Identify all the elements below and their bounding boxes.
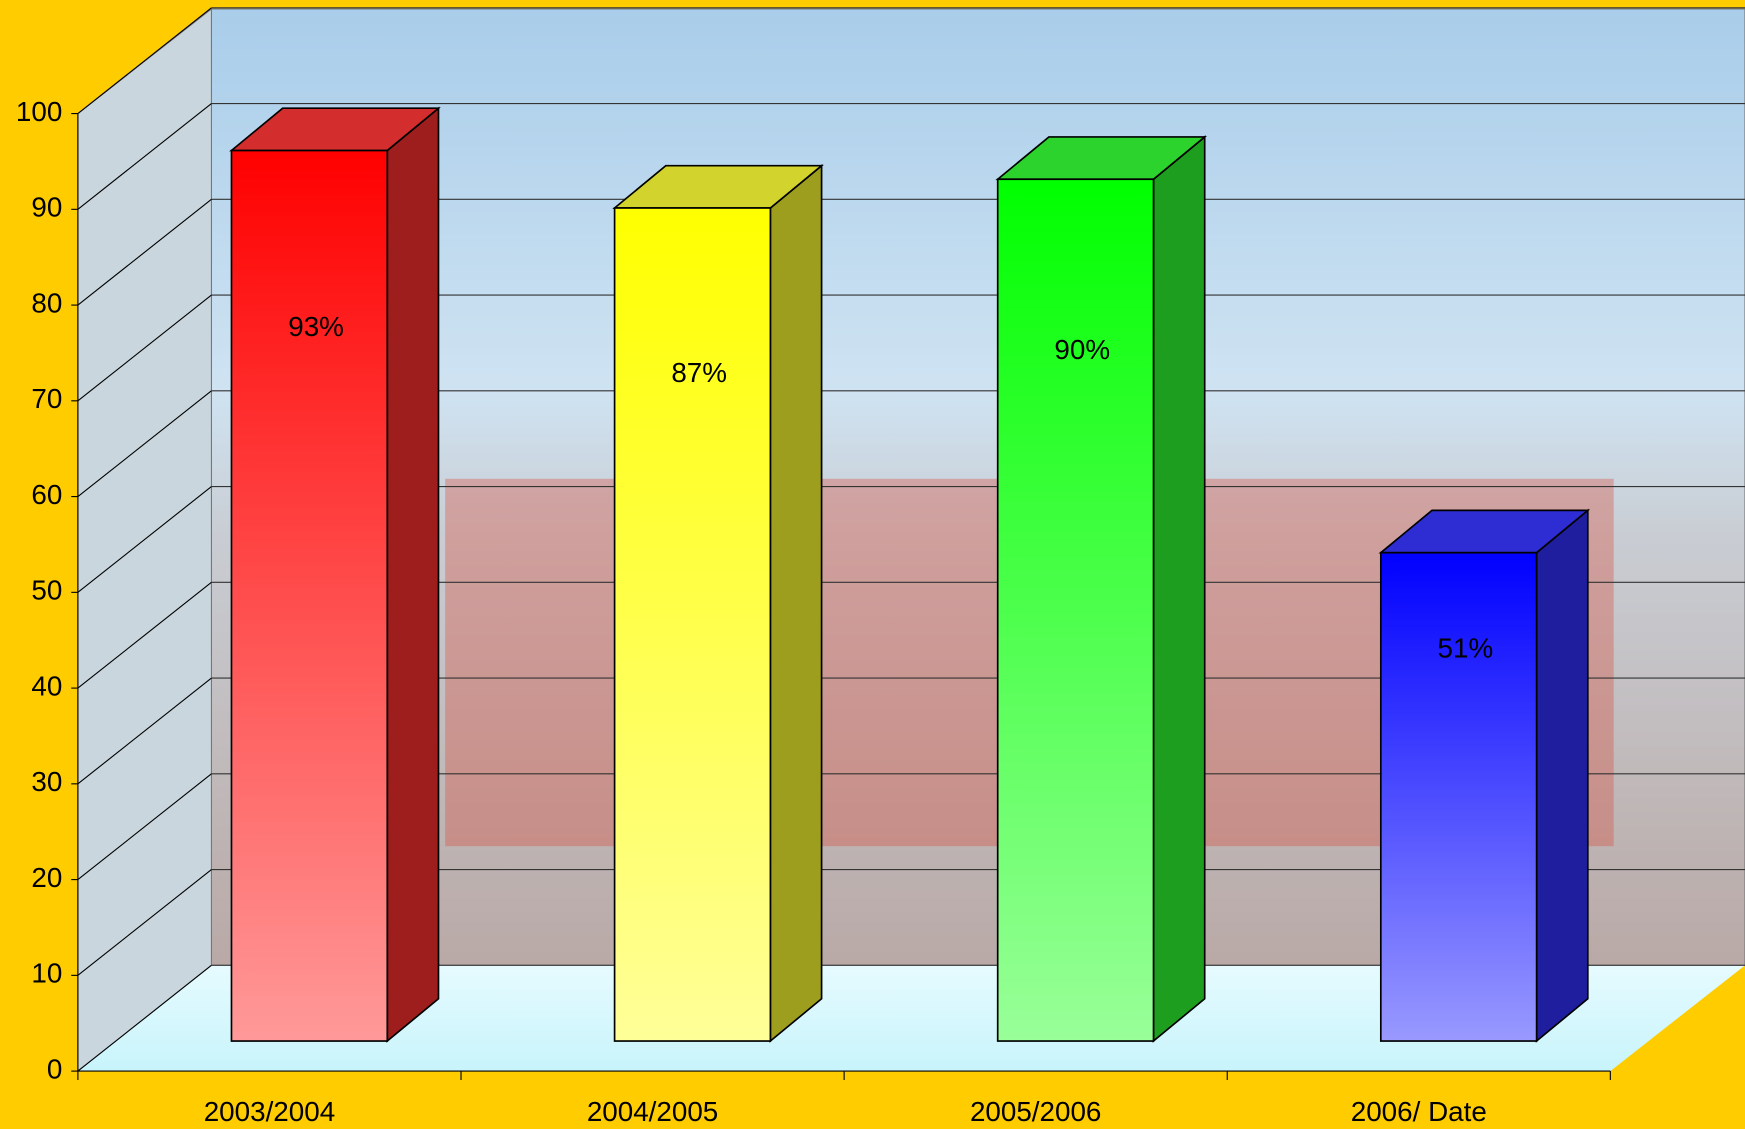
- data-label: 90%: [1054, 334, 1110, 365]
- bar: [1381, 553, 1537, 1041]
- y-tick-label: 50: [31, 575, 62, 606]
- y-tick-label: 30: [31, 766, 62, 797]
- y-tick-label: 60: [31, 479, 62, 510]
- x-tick-label: 2003/2004: [204, 1096, 335, 1127]
- page: {"chart_data": {"type": "bar3d", "catego…: [0, 0, 1745, 1129]
- y-tick-label: 10: [31, 958, 62, 989]
- chart: 0 10 20 30 40 50 60 70 80 90 100 93% 2003/2004 87% 20…: [0, 0, 1745, 1129]
- bar-side: [1154, 137, 1205, 1041]
- data-label: 87%: [671, 357, 727, 388]
- bar: [231, 151, 387, 1042]
- y-tick-label: 100: [16, 96, 62, 127]
- y-tick-label: 70: [31, 383, 62, 414]
- y-tick-label: 0: [47, 1053, 62, 1084]
- bar: [615, 208, 771, 1041]
- x-tick-label: 2005/2006: [970, 1096, 1101, 1127]
- data-label: 93%: [288, 311, 344, 342]
- y-tick-label: 40: [31, 670, 62, 701]
- y-tick-label: 90: [31, 192, 62, 223]
- data-label: 51%: [1438, 633, 1494, 664]
- y-tick-label: 80: [31, 287, 62, 318]
- bar-side: [1537, 510, 1588, 1041]
- bar: [998, 179, 1154, 1041]
- x-tick-label: 2004/2005: [587, 1096, 718, 1127]
- bar-side: [770, 166, 821, 1041]
- y-tick-label: 20: [31, 862, 62, 893]
- x-tick-label: 2006/ Date: [1351, 1096, 1487, 1127]
- bar-side: [387, 108, 438, 1041]
